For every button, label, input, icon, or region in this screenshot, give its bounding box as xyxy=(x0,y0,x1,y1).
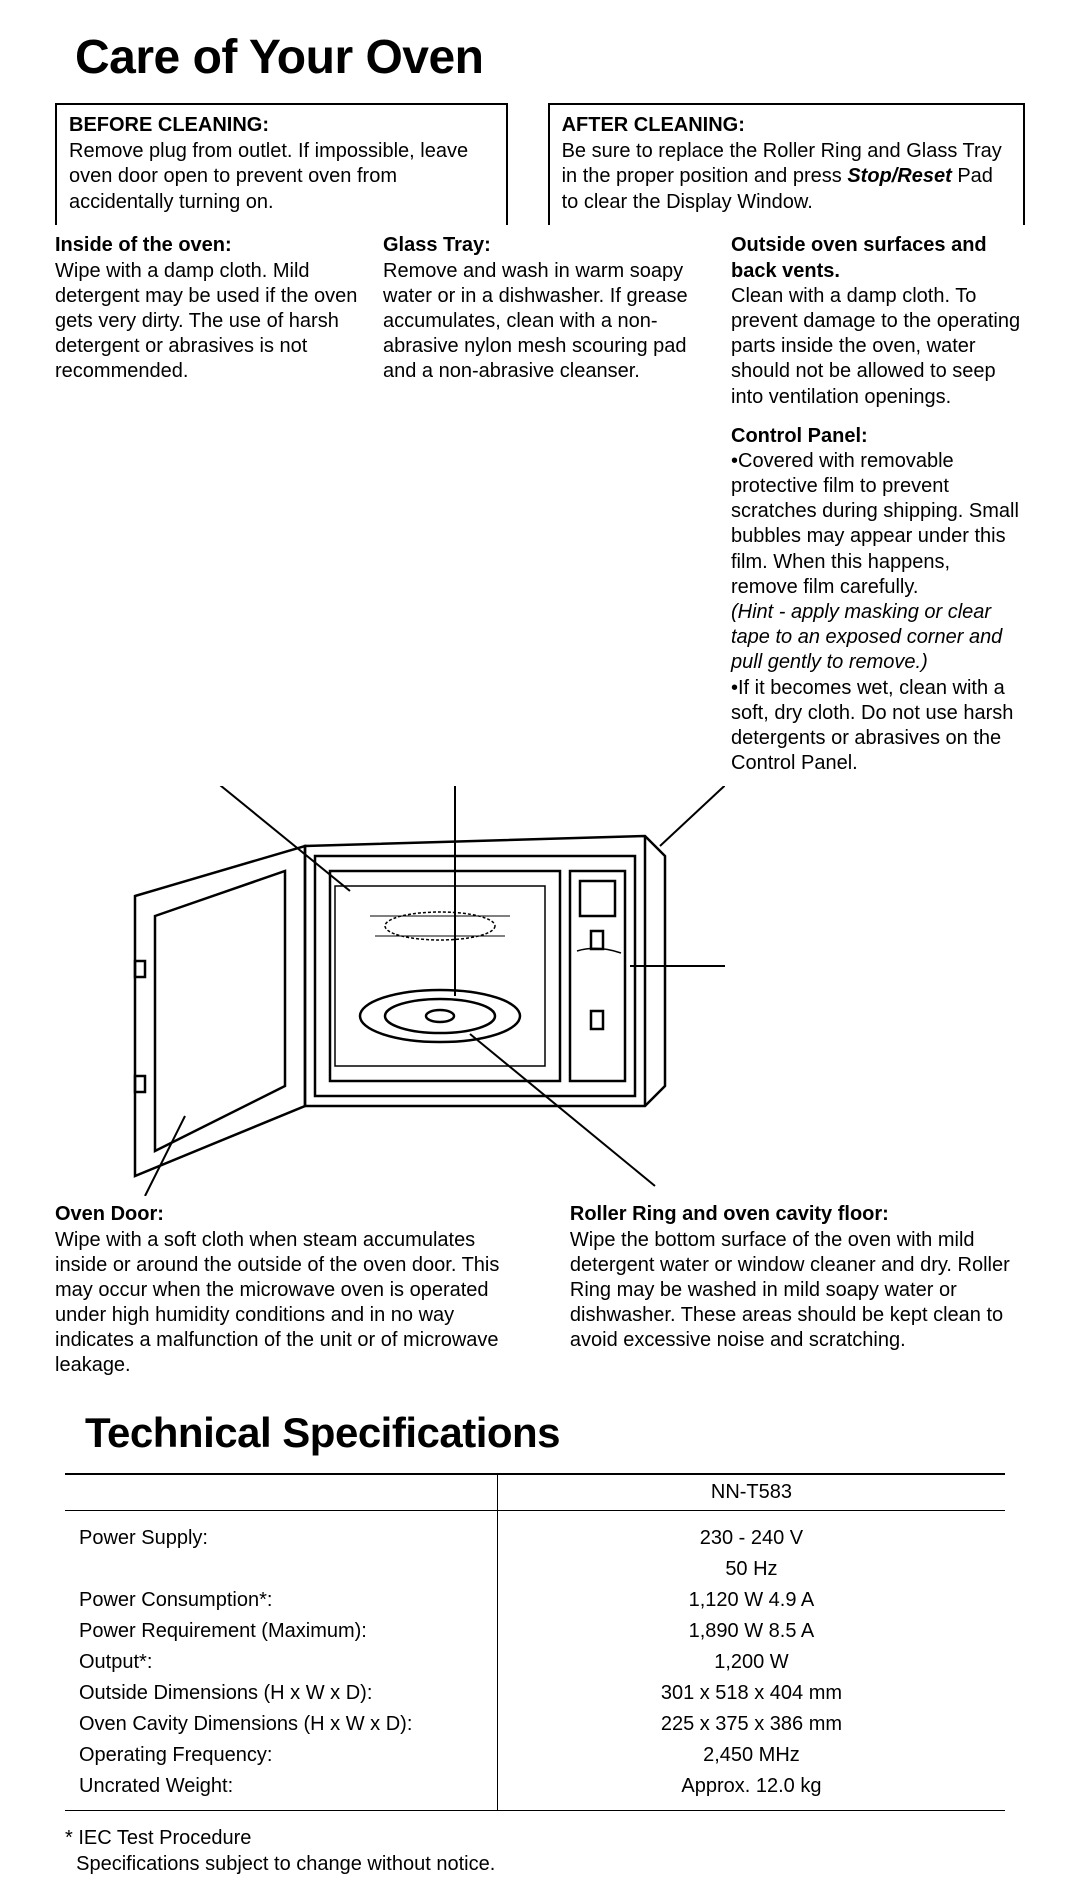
table-header-model: NN-T583 xyxy=(497,1474,1005,1511)
table-header-row: NN-T583 xyxy=(65,1474,1005,1511)
table-row: Power Requirement (Maximum):1,890 W 8.5 … xyxy=(65,1616,1005,1647)
before-body: Remove plug from outlet. If impossible, … xyxy=(69,140,468,213)
spec-label: Power Supply: xyxy=(65,1510,497,1554)
page-title-care: Care of Your Oven xyxy=(75,30,1025,85)
page-title-specs: Technical Specifications xyxy=(85,1409,1025,1457)
door-heading: Oven Door: xyxy=(55,1203,164,1225)
door-body: Wipe with a soft cloth when steam accumu… xyxy=(55,1229,499,1377)
spec-label: Oven Cavity Dimensions (H x W x D): xyxy=(65,1709,497,1740)
table-row: Power Consumption*:1,120 W 4.9 A xyxy=(65,1585,1005,1616)
spec-label: Power Requirement (Maximum): xyxy=(65,1616,497,1647)
roller-ring-section: Roller Ring and oven cavity floor: Wipe … xyxy=(570,1202,1025,1378)
inside-body: Wipe with a damp cloth. Mild detergent m… xyxy=(55,260,357,383)
footnote-line-1: * IEC Test Procedure xyxy=(65,1827,251,1849)
outside-heading: Outside oven surfaces and back vents. xyxy=(731,234,987,281)
after-heading: AFTER CLEANING: xyxy=(562,114,745,136)
table-row: Oven Cavity Dimensions (H x W x D):225 x… xyxy=(65,1709,1005,1740)
glass-heading: Glass Tray: xyxy=(383,234,491,256)
right-annotations: Outside oven surfaces and back vents. Cl… xyxy=(731,233,1021,776)
cleaning-boxes-row: BEFORE CLEANING: Remove plug from outlet… xyxy=(55,103,1025,225)
after-body-em: Stop/Reset xyxy=(847,165,951,187)
footnote-line-2: Specifications subject to change without… xyxy=(76,1853,495,1875)
inside-oven-section: Inside of the oven: Wipe with a damp clo… xyxy=(55,233,365,776)
spec-value: 225 x 375 x 386 mm xyxy=(497,1709,1005,1740)
before-cleaning-box: BEFORE CLEANING: Remove plug from outlet… xyxy=(55,103,508,225)
table-row: 50 Hz xyxy=(65,1554,1005,1585)
table-row: Outside Dimensions (H x W x D):301 x 518… xyxy=(65,1678,1005,1709)
spec-label: Uncrated Weight: xyxy=(65,1771,497,1811)
spec-label xyxy=(65,1554,497,1585)
control-bullet-1: •Covered with removable protective film … xyxy=(731,450,1019,598)
control-bullet-2: •If it becomes wet, clean with a soft, d… xyxy=(731,677,1013,775)
outside-body: Clean with a damp cloth. To prevent dama… xyxy=(731,285,1020,408)
oven-door-section: Oven Door: Wipe with a soft cloth when s… xyxy=(55,1202,530,1378)
spec-value: 1,200 W xyxy=(497,1647,1005,1678)
after-cleaning-box: AFTER CLEANING: Be sure to replace the R… xyxy=(548,103,1025,225)
spec-value: 1,890 W 8.5 A xyxy=(497,1616,1005,1647)
glass-tray-section: Glass Tray: Remove and wash in warm soap… xyxy=(383,233,713,776)
roller-body: Wipe the bottom surface of the oven with… xyxy=(570,1229,1010,1352)
control-heading: Control Panel: xyxy=(731,425,868,447)
bottom-sections: Oven Door: Wipe with a soft cloth when s… xyxy=(55,1202,1025,1378)
table-row: Power Supply:230 - 240 V xyxy=(65,1510,1005,1554)
spec-value: 2,450 MHz xyxy=(497,1740,1005,1771)
roller-heading: Roller Ring and oven cavity floor: xyxy=(570,1203,889,1225)
spec-value: 230 - 240 V xyxy=(497,1510,1005,1554)
spec-value: 50 Hz xyxy=(497,1554,1005,1585)
spec-value: 1,120 W 4.9 A xyxy=(497,1585,1005,1616)
spec-label: Power Consumption*: xyxy=(65,1585,497,1616)
care-columns: Inside of the oven: Wipe with a damp clo… xyxy=(55,233,1025,776)
control-hint: (Hint - apply masking or clear tape to a… xyxy=(731,601,1002,673)
table-header-blank xyxy=(65,1474,497,1511)
inside-heading: Inside of the oven: xyxy=(55,234,232,256)
spec-value: 301 x 518 x 404 mm xyxy=(497,1678,1005,1709)
specs-table: NN-T583 Power Supply:230 - 240 V 50 Hz P… xyxy=(65,1473,1005,1811)
oven-diagram xyxy=(75,786,1025,1196)
footnote: * IEC Test Procedure Specifications subj… xyxy=(65,1825,1025,1877)
oven-diagram-svg xyxy=(75,786,725,1196)
table-row: Operating Frequency:2,450 MHz xyxy=(65,1740,1005,1771)
table-row: Uncrated Weight:Approx. 12.0 kg xyxy=(65,1771,1005,1811)
spec-label: Output*: xyxy=(65,1647,497,1678)
spec-label: Operating Frequency: xyxy=(65,1740,497,1771)
spec-value: Approx. 12.0 kg xyxy=(497,1771,1005,1811)
spec-label: Outside Dimensions (H x W x D): xyxy=(65,1678,497,1709)
glass-body: Remove and wash in warm soapy water or i… xyxy=(383,260,688,383)
before-heading: BEFORE CLEANING: xyxy=(69,114,269,136)
table-row: Output*:1,200 W xyxy=(65,1647,1005,1678)
